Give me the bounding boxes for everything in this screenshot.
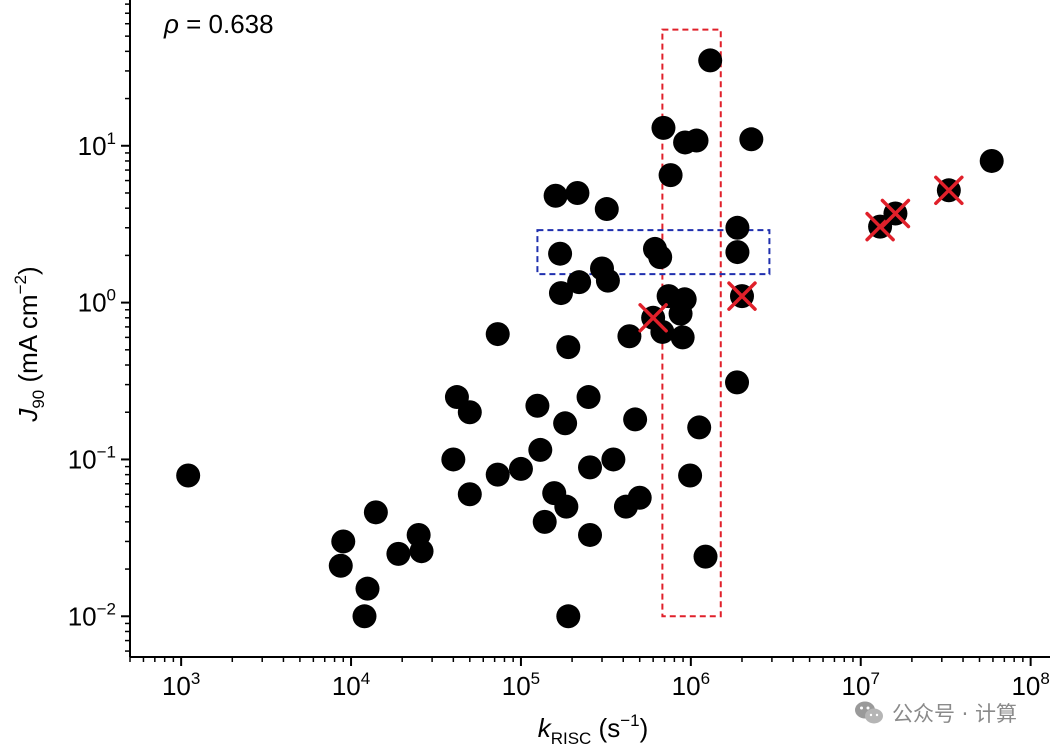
data-point [678,463,703,488]
data-point [528,437,553,462]
y-tick-label: 10−2 [68,599,116,631]
data-point [331,529,356,554]
data-points [176,48,1004,629]
ticks: 103 104 105 106 107 108 10−2 10−1 100 101 [68,3,1050,701]
x-tick-label: 103 [162,669,200,701]
data-point [578,455,603,480]
data-point [672,287,697,312]
data-point [441,447,466,472]
data-point [576,385,601,410]
data-point [554,494,579,519]
data-point [565,180,590,205]
data-point [623,407,648,432]
data-point [556,604,581,629]
data-point [548,281,573,306]
data-point [553,411,578,436]
data-point [485,462,510,487]
data-point [352,604,377,629]
x-tick-label: 107 [842,669,880,701]
x-axis-title: kRISC (s−1) [538,711,649,748]
x-tick-label: 105 [502,669,540,701]
data-point [725,370,750,395]
wechat-icon [854,701,883,724]
blue-dashed-box [536,229,771,276]
data-point [979,148,1004,173]
data-point [457,400,482,425]
correlation-annotation: ρ = 0.638 [163,9,274,39]
data-point [556,335,581,360]
data-point [698,48,723,73]
highlight-boxes [536,28,771,618]
watermark-text: 公众号 · 计算 [891,702,1017,726]
data-point [627,485,652,510]
data-point [355,576,380,601]
y-axis-title: J90 (mA cm−2) [11,266,48,422]
data-point [525,393,550,418]
cross-mark [880,198,911,229]
data-point [409,539,434,564]
data-point [457,482,482,507]
data-point [687,415,712,440]
data-point [328,553,353,578]
y-tick-label: 101 [78,129,116,161]
data-point [485,322,510,347]
data-point [508,456,533,481]
data-point [658,163,683,188]
data-point [739,127,764,152]
x-tick-label: 104 [332,669,370,701]
data-point [693,544,718,569]
data-point [548,241,573,266]
cross-mark [934,175,964,206]
data-point [594,197,619,222]
cross-mark [727,281,757,311]
red-dashed-box [661,28,722,618]
cross-mark [638,303,668,333]
data-point [595,268,620,293]
axes [129,0,1050,658]
data-point [670,325,695,350]
data-point [617,324,642,349]
data-point [386,541,411,566]
data-point [532,509,557,534]
y-tick-label: 10−1 [68,442,116,474]
data-point [684,128,709,153]
data-point [651,115,676,140]
crossed-points [638,175,964,333]
data-point [725,215,750,240]
rho-value: = 0.638 [179,9,274,39]
data-point [543,183,568,208]
y-tick-label: 100 [78,286,116,318]
data-point [363,500,388,525]
data-point [567,270,592,295]
data-point [648,245,673,270]
data-point [601,447,626,472]
data-point [176,463,201,488]
x-tick-label: 108 [1011,669,1049,701]
x-tick-label: 106 [672,669,710,701]
data-point [578,522,603,547]
data-point [725,240,750,265]
watermark: 公众号 · 计算 [854,698,1017,728]
rho-symbol: ρ [163,9,179,39]
